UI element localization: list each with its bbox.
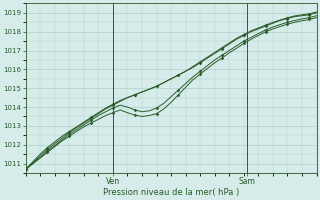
X-axis label: Pression niveau de la mer( hPa ): Pression niveau de la mer( hPa ) xyxy=(103,188,239,197)
